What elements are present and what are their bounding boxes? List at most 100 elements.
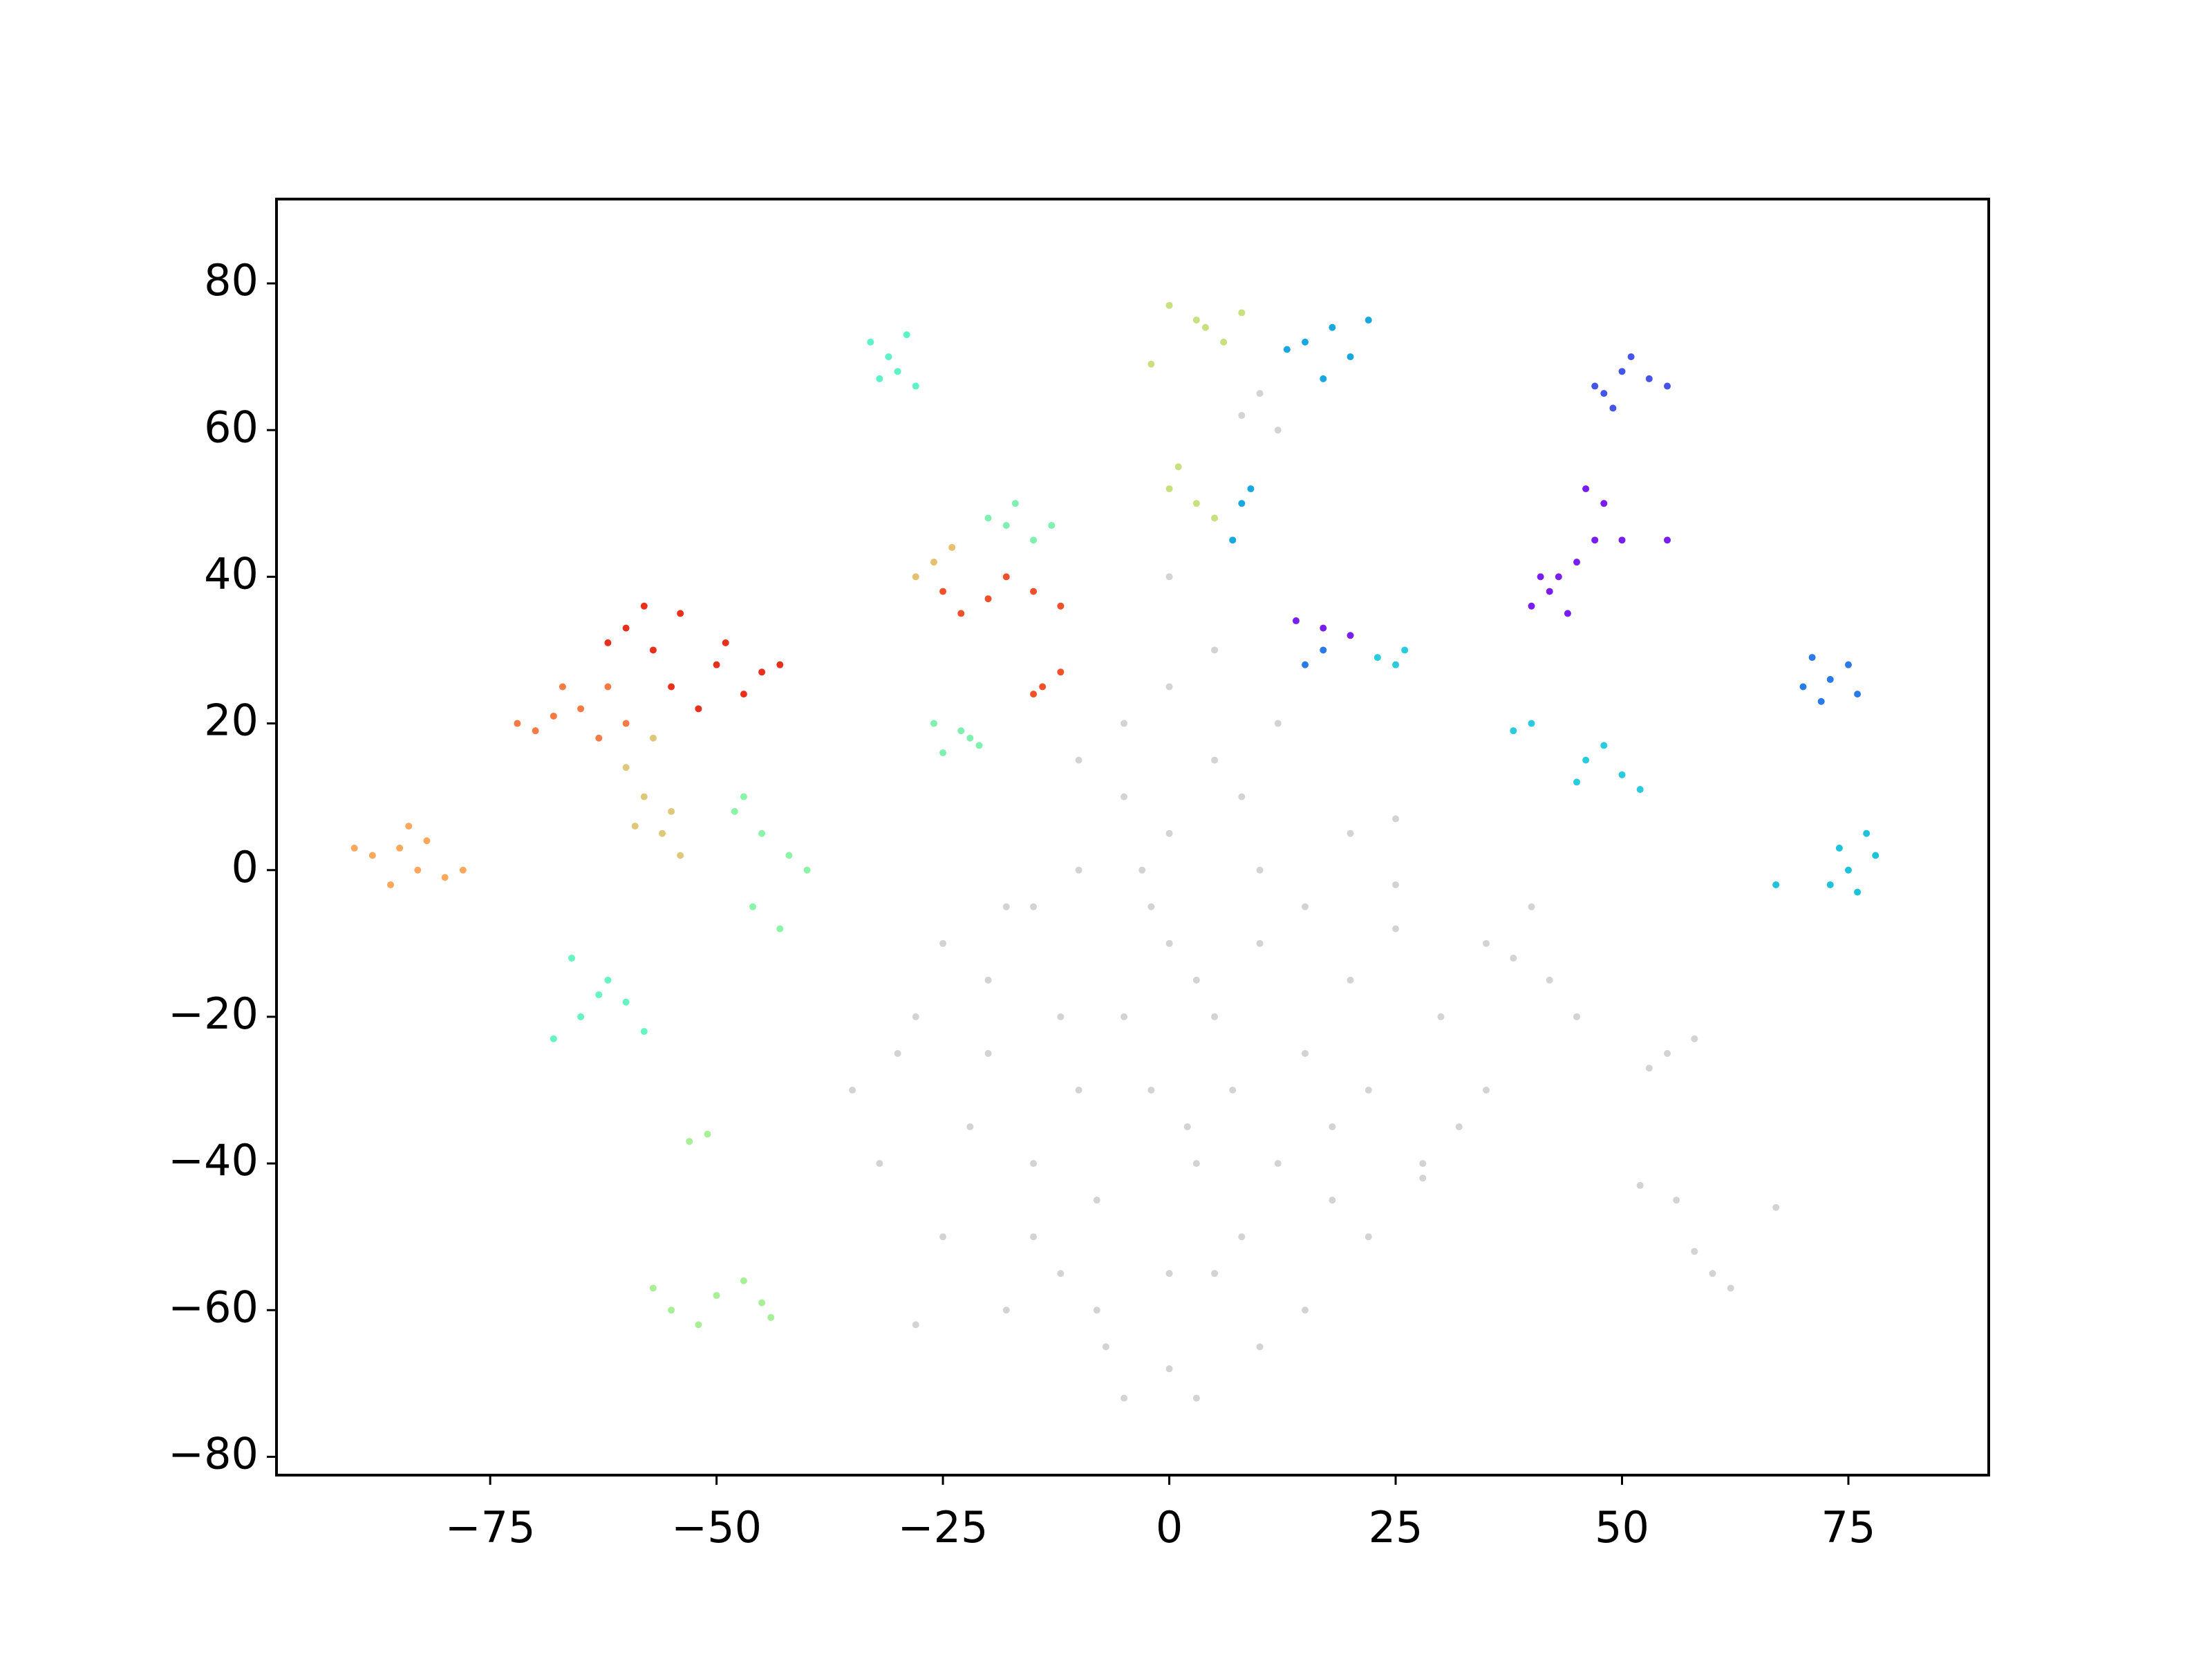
point xyxy=(1510,727,1517,735)
point xyxy=(1844,661,1852,668)
point xyxy=(1329,1123,1336,1131)
point xyxy=(1302,903,1309,910)
point xyxy=(1347,830,1354,837)
point xyxy=(1555,573,1562,581)
point xyxy=(1247,485,1255,493)
point xyxy=(957,727,965,735)
point xyxy=(912,1321,919,1329)
point xyxy=(668,683,675,691)
point xyxy=(930,559,937,566)
point xyxy=(695,1321,702,1329)
point xyxy=(1057,1013,1065,1020)
point xyxy=(1854,691,1862,698)
point xyxy=(686,1138,693,1145)
point xyxy=(1292,617,1300,625)
point xyxy=(803,866,811,874)
point xyxy=(1582,485,1590,493)
point xyxy=(1546,976,1553,984)
point xyxy=(1826,881,1834,888)
point xyxy=(740,691,747,698)
point xyxy=(984,514,992,522)
point xyxy=(631,823,639,830)
point xyxy=(640,602,648,610)
point xyxy=(1048,522,1056,529)
point xyxy=(649,646,657,654)
x-tick-label: 75 xyxy=(1821,1502,1876,1553)
point xyxy=(731,807,738,815)
point xyxy=(677,852,684,859)
point xyxy=(1329,324,1336,331)
point xyxy=(1636,786,1644,794)
point xyxy=(894,1049,901,1057)
point xyxy=(659,830,666,837)
point xyxy=(1121,1394,1128,1402)
point xyxy=(1102,1343,1109,1351)
point xyxy=(930,720,937,727)
point xyxy=(1220,338,1228,346)
point xyxy=(1201,324,1209,331)
point xyxy=(1863,830,1871,837)
point xyxy=(1238,309,1246,317)
point xyxy=(1192,500,1200,507)
point xyxy=(1564,610,1571,617)
point xyxy=(550,1035,557,1042)
point xyxy=(1320,375,1327,382)
point xyxy=(568,955,576,962)
point xyxy=(740,1277,747,1284)
point xyxy=(876,1160,883,1168)
point xyxy=(1392,661,1400,668)
point xyxy=(1030,1233,1038,1241)
point xyxy=(459,866,467,874)
x-tick-label: 50 xyxy=(1595,1502,1649,1553)
point xyxy=(1618,368,1626,375)
point xyxy=(1673,1197,1680,1204)
point xyxy=(1347,353,1354,361)
point xyxy=(1854,888,1862,896)
point xyxy=(1645,1065,1653,1072)
point xyxy=(966,734,974,742)
point xyxy=(1347,976,1354,984)
point xyxy=(1600,742,1608,749)
point xyxy=(1663,382,1671,390)
point xyxy=(939,939,947,947)
point xyxy=(1057,602,1065,610)
y-tick-label: 20 xyxy=(204,695,259,746)
point xyxy=(1002,903,1010,910)
point xyxy=(1165,1365,1173,1373)
point xyxy=(1256,390,1264,397)
point xyxy=(867,338,874,346)
point xyxy=(1392,815,1400,823)
point xyxy=(1165,1270,1173,1277)
point xyxy=(1002,522,1010,529)
point xyxy=(622,720,630,727)
point xyxy=(1057,1270,1065,1277)
point xyxy=(758,1299,766,1306)
point xyxy=(695,705,702,713)
point xyxy=(595,734,603,742)
point xyxy=(1302,661,1309,668)
point xyxy=(957,610,965,617)
point xyxy=(912,382,919,390)
point xyxy=(649,1284,657,1292)
point xyxy=(1238,1233,1246,1241)
point xyxy=(1121,1013,1128,1020)
point xyxy=(1419,1174,1427,1182)
point xyxy=(677,610,684,617)
point xyxy=(1238,500,1246,507)
point xyxy=(984,595,992,603)
point xyxy=(894,368,901,375)
point xyxy=(640,1028,648,1035)
point xyxy=(1663,536,1671,544)
point xyxy=(903,331,910,339)
point xyxy=(749,903,757,910)
point xyxy=(1256,1343,1264,1351)
point xyxy=(1238,411,1246,419)
point xyxy=(1002,573,1010,581)
point xyxy=(668,807,675,815)
x-tick-label: 25 xyxy=(1369,1502,1423,1553)
point xyxy=(1211,1270,1219,1277)
point xyxy=(640,793,648,800)
point xyxy=(1138,866,1146,874)
point xyxy=(532,727,539,735)
point xyxy=(1374,654,1381,662)
